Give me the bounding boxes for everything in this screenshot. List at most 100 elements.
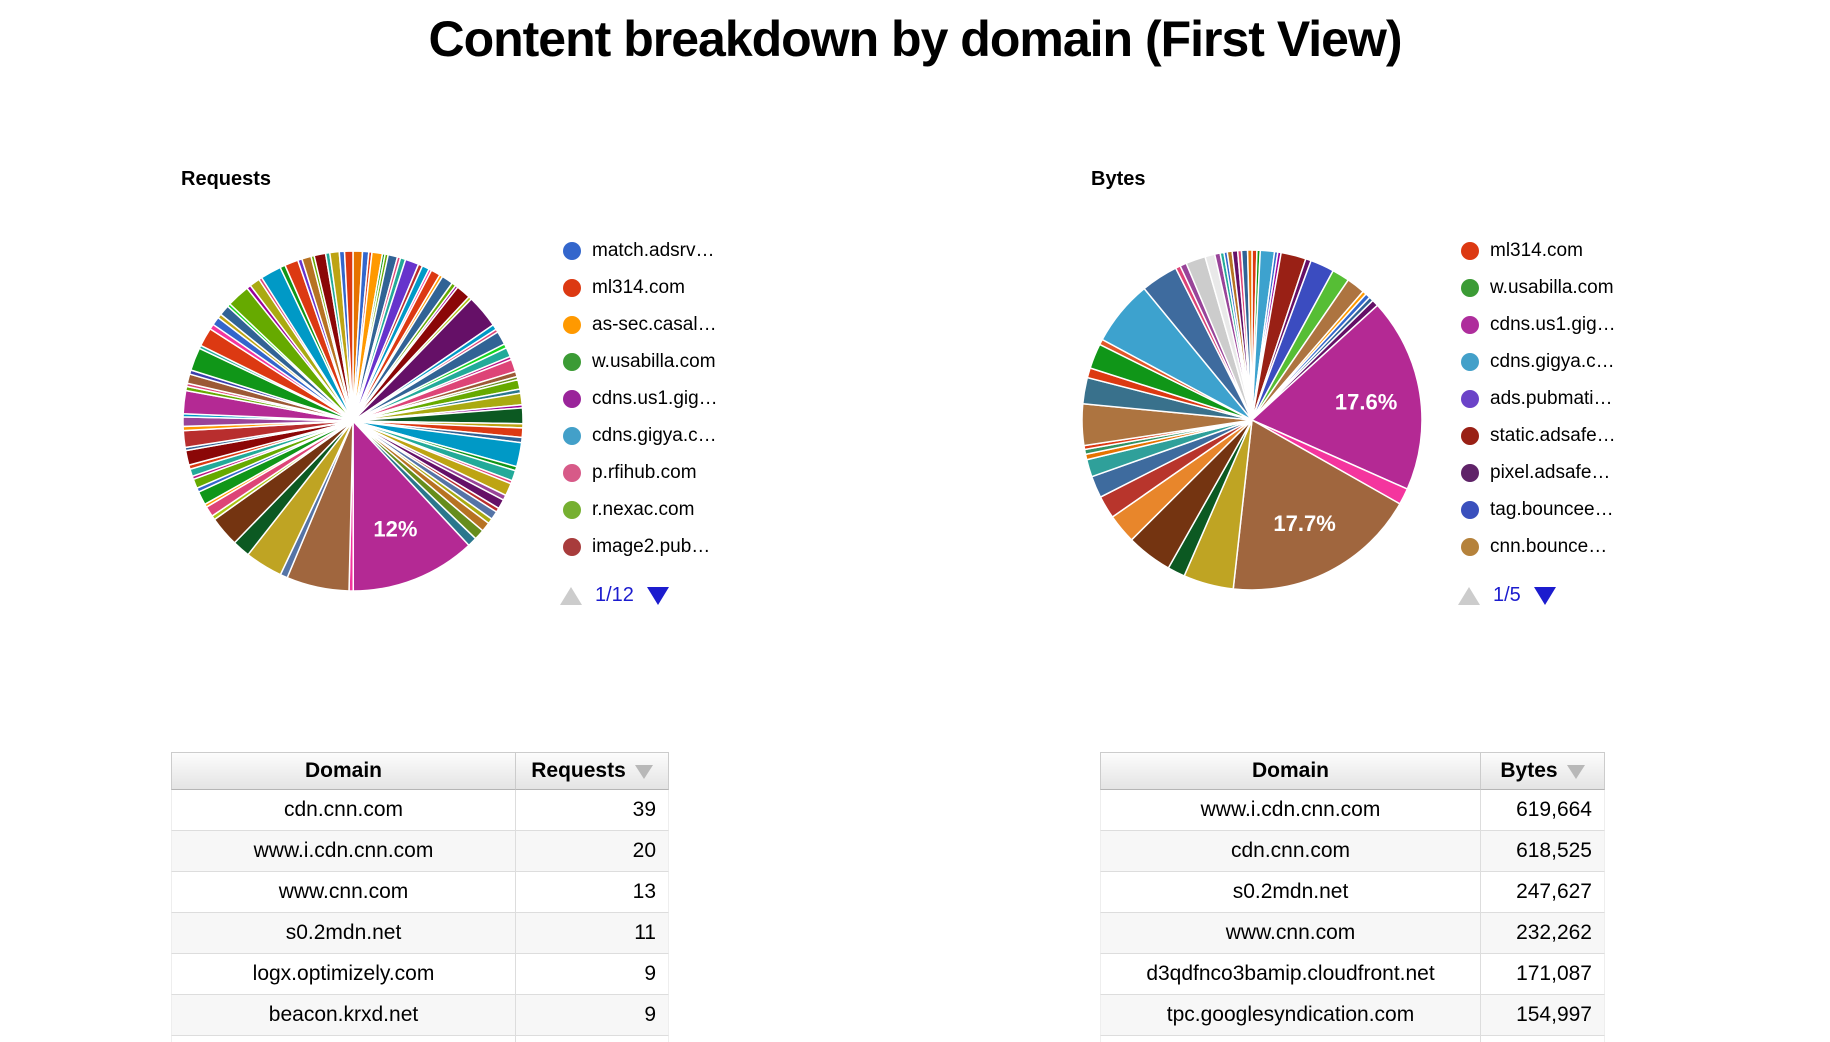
requests-chart-title: Requests [181, 168, 272, 190]
pie-slice[interactable] [1250, 304, 1423, 491]
legend-item-label: cdns.gigya.c… [1490, 350, 1615, 372]
legend-page-up-icon[interactable] [1458, 586, 1480, 605]
table-row: www.cnn.com 13 [171, 872, 669, 913]
pie-slice[interactable] [1246, 249, 1253, 421]
legend-item[interactable]: tag.bouncee… [1461, 491, 1616, 528]
legend-item[interactable]: ml314.com [1461, 232, 1616, 269]
value-cell: 619,664 [1480, 790, 1605, 831]
sort-desc-icon [1566, 765, 1585, 779]
requests-legend: match.adsrv… ml314.com as-sec.casal… w.usab… [563, 232, 718, 565]
value-cell: 13 [515, 872, 669, 913]
value-cell: 247,627 [1480, 872, 1605, 913]
value-cell: 9 [515, 995, 669, 1036]
table-row: cdn.cnn.com 39 [171, 790, 669, 831]
bytes-table-header: Domain Bytes [1100, 752, 1605, 790]
legend-item[interactable]: cdns.gigya.c… [563, 417, 718, 454]
domain-cell: cdn.cnn.com [1100, 831, 1480, 872]
legend-item[interactable]: p.rfihub.com [563, 454, 718, 491]
domain-cell: www.cnn.com [171, 872, 515, 913]
table-row: tpc.googlesyndication.com 154,997 [1100, 995, 1605, 1036]
value-cell: 618,525 [1480, 831, 1605, 872]
legend-color-dot-icon [563, 278, 581, 297]
table-row-partial [171, 1036, 669, 1042]
pie-slice[interactable] [1232, 418, 1401, 591]
legend-color-dot-icon [563, 500, 581, 519]
sort-desc-icon [634, 765, 653, 779]
legend-item-label: static.adsafe… [1490, 424, 1616, 446]
legend-item[interactable]: w.usabilla.com [1461, 269, 1616, 306]
value-cell [1480, 1036, 1605, 1042]
value-cell [515, 1036, 669, 1042]
legend-item[interactable]: cdns.us1.gig… [1461, 306, 1616, 343]
legend-item[interactable]: as-sec.casal… [563, 306, 718, 343]
domain-cell: tpc.googlesyndication.com [1100, 995, 1480, 1036]
column-label: Domain [304, 759, 382, 782]
domain-cell: beacon.krxd.net [171, 995, 515, 1036]
table-row: s0.2mdn.net 247,627 [1100, 872, 1605, 913]
bytes-pie-chart[interactable]: 17.6% 17.7% [1074, 242, 1430, 598]
domain-cell: www.cnn.com [1100, 913, 1480, 954]
value-cell: 11 [515, 913, 669, 954]
table-row: d3qdfnco3bamip.cloudfront.net 171,087 [1100, 954, 1605, 995]
legend-item-label: pixel.adsafe… [1490, 461, 1611, 483]
legend-item-label: tag.bouncee… [1490, 498, 1614, 520]
legend-item[interactable]: ml314.com [563, 269, 718, 306]
value-cell: 171,087 [1480, 954, 1605, 995]
domain-cell [1100, 1036, 1480, 1042]
legend-item-label: image2.pub… [592, 535, 711, 557]
legend-item-label: match.adsrv… [592, 239, 715, 261]
requests-table-header-domain[interactable]: Domain [171, 752, 515, 790]
bytes-table-header-bytes[interactable]: Bytes [1480, 752, 1605, 790]
legend-color-dot-icon [563, 352, 581, 371]
legend-page-down-icon[interactable] [646, 586, 669, 605]
requests-table-header-requests[interactable]: Requests [515, 752, 669, 790]
bytes-legend: ml314.com w.usabilla.com cdns.us1.gig… cdns… [1461, 232, 1616, 565]
domain-cell: d3qdfnco3bamip.cloudfront.net [1100, 954, 1480, 995]
legend-item[interactable]: image2.pub… [563, 528, 718, 565]
pie-slice-percent-label: 17.7% [1273, 511, 1335, 536]
requests-table-header: Domain Requests [171, 752, 669, 790]
value-cell: 39 [515, 790, 669, 831]
pie-slice-percent-label: 17.6% [1335, 390, 1397, 415]
bytes-chart-title: Bytes [1091, 168, 1146, 190]
legend-item-label: ads.pubmati… [1490, 387, 1613, 409]
legend-item[interactable]: match.adsrv… [563, 232, 718, 269]
legend-item-label: p.rfihub.com [592, 461, 697, 483]
pie-slice[interactable] [343, 250, 354, 422]
bytes-legend-pager: 1/5 [1458, 584, 1556, 607]
legend-item[interactable]: cdns.gigya.c… [1461, 343, 1616, 380]
legend-color-dot-icon [1461, 315, 1479, 334]
domain-cell: s0.2mdn.net [1100, 872, 1480, 913]
table-row: www.cnn.com 232,262 [1100, 913, 1605, 954]
requests-legend-pager: 1/12 [560, 584, 669, 607]
bytes-table: Domain Bytes www.i.cdn.cnn.com 619,664 cdn… [1100, 752, 1605, 1042]
table-row: beacon.krxd.net 9 [171, 995, 669, 1036]
legend-color-dot-icon [1461, 426, 1479, 445]
legend-color-dot-icon [1461, 500, 1479, 519]
legend-item-label: w.usabilla.com [1490, 276, 1614, 298]
requests-table: Domain Requests cdn.cnn.com 39 www.i.cdn.c… [171, 752, 669, 1042]
legend-item-label: ml314.com [592, 276, 685, 298]
legend-item[interactable]: static.adsafe… [1461, 417, 1616, 454]
value-cell: 20 [515, 831, 669, 872]
legend-item[interactable]: cnn.bounce… [1461, 528, 1616, 565]
bytes-table-header-domain[interactable]: Domain [1100, 752, 1480, 790]
legend-color-dot-icon [563, 426, 581, 445]
legend-item-label: as-sec.casal… [592, 313, 717, 335]
legend-item[interactable]: cdns.us1.gig… [563, 380, 718, 417]
legend-page-down-icon[interactable] [1533, 586, 1556, 605]
legend-page-up-icon[interactable] [560, 586, 582, 605]
legend-item-label: cdns.gigya.c… [592, 424, 717, 446]
domain-cell: www.i.cdn.cnn.com [171, 831, 515, 872]
requests-pie-chart[interactable]: 12% [175, 243, 531, 599]
legend-item[interactable]: r.nexac.com [563, 491, 718, 528]
pie-slice[interactable] [352, 419, 470, 592]
legend-page-indicator: 1/12 [595, 584, 634, 606]
legend-item[interactable]: w.usabilla.com [563, 343, 718, 380]
table-row: s0.2mdn.net 11 [171, 913, 669, 954]
value-cell: 9 [515, 954, 669, 995]
legend-item[interactable]: ads.pubmati… [1461, 380, 1616, 417]
pie-slice-percent-label: 12% [373, 517, 417, 542]
legend-item[interactable]: pixel.adsafe… [1461, 454, 1616, 491]
